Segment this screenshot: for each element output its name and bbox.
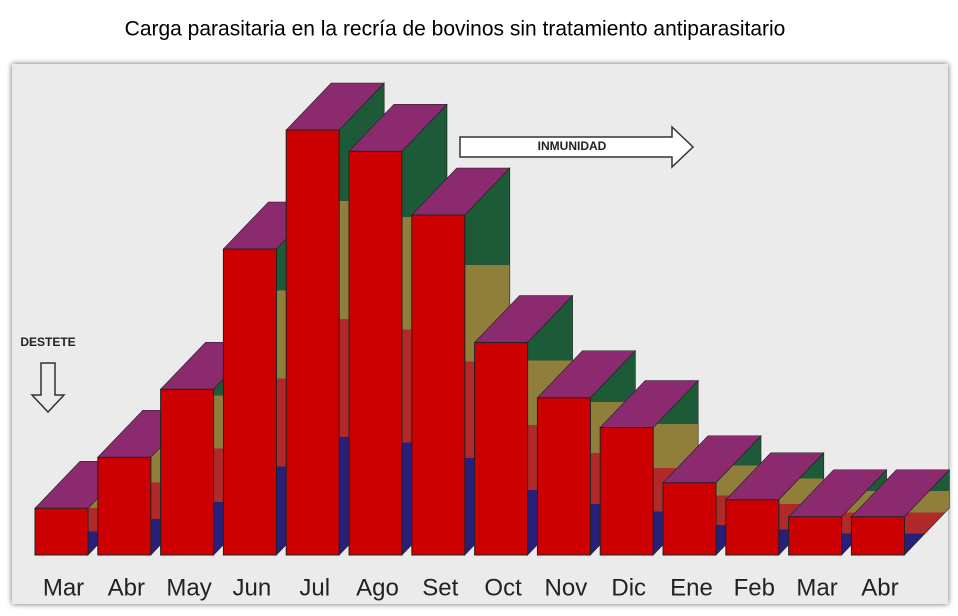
bar — [474, 342, 529, 556]
bar — [788, 516, 843, 556]
x-tick-label: Mar — [796, 574, 837, 601]
x-tick-label: Feb — [734, 574, 775, 601]
bar — [34, 507, 89, 556]
bar — [97, 456, 152, 556]
bar-3d — [850, 469, 951, 556]
bar — [850, 516, 905, 556]
x-tick-label: Nov — [545, 574, 588, 601]
arrow-down — [30, 362, 66, 414]
x-tick-label: Dic — [611, 574, 646, 601]
bars — [34, 82, 951, 556]
bar — [222, 248, 277, 556]
x-tick-label: Ago — [356, 574, 399, 601]
arrow-right — [459, 125, 695, 169]
bar — [160, 388, 215, 556]
x-tick-label: Jun — [233, 574, 272, 601]
x-tick-label: Abr — [108, 574, 145, 601]
x-tick-label: Set — [422, 574, 458, 601]
bar — [662, 482, 717, 556]
bar — [725, 499, 780, 556]
bar — [599, 427, 654, 556]
x-tick-label: Mar — [43, 574, 84, 601]
x-tick-label: May — [166, 574, 211, 601]
bar — [411, 214, 466, 556]
bar — [285, 129, 340, 556]
x-tick-label: Jul — [299, 574, 330, 601]
annotation: DESTETE — [20, 335, 75, 349]
chart-title: Carga parasitaria en la recría de bovino… — [125, 18, 786, 41]
bar — [536, 397, 591, 556]
annotation: INMUNIDAD — [538, 139, 607, 153]
x-tick-label: Abr — [861, 574, 898, 601]
bar — [348, 150, 403, 556]
x-tick-label: Oct — [484, 574, 522, 601]
x-tick-label: Ene — [670, 574, 713, 601]
